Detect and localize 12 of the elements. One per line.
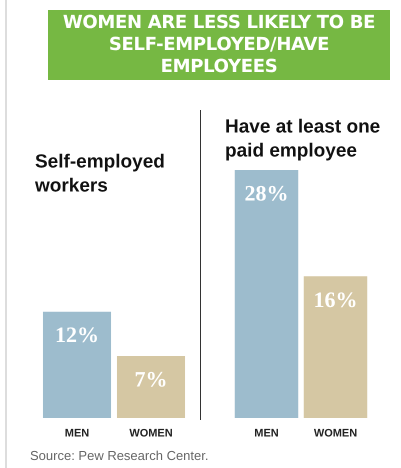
x-tick-label: MEN — [254, 428, 279, 440]
data-label: 28% — [244, 180, 288, 206]
x-tick-label: WOMEN — [314, 428, 358, 440]
chart-title: Have at least one paid employee — [225, 116, 386, 162]
data-label: 16% — [314, 286, 358, 312]
data-label: 7% — [134, 366, 168, 392]
data-label: 12% — [55, 322, 99, 348]
source-note: Source: Pew Research Center. — [30, 448, 208, 463]
chart-title: WOMEN ARE LESS LIKELY TO BE SELF-EMPLOYED/HAVE EMPLOYEES — [48, 10, 390, 80]
x-tick-label: WOMEN — [129, 428, 173, 440]
chart-subtitle: Self-employed workers — [34, 152, 170, 196]
x-tick-label: MEN — [64, 428, 90, 440]
